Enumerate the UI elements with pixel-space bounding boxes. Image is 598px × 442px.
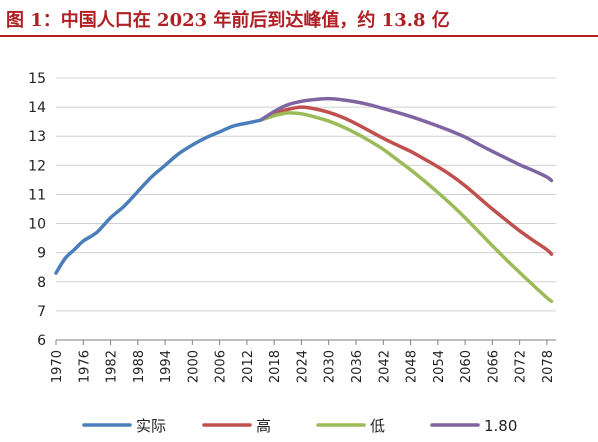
x-tick-label: 2048 <box>405 350 420 383</box>
x-tick-label: 2078 <box>541 350 556 383</box>
y-tick-label: 7 <box>37 304 46 320</box>
x-tick-label: 2066 <box>486 350 501 383</box>
legend-label: 实际 <box>136 417 166 435</box>
legend-label: 低 <box>370 417 385 435</box>
x-tick-label: 1982 <box>105 350 120 383</box>
figure-title: 图 1：中国人口在 2023 年前后到达峰值，约 13.8 亿 <box>6 10 450 31</box>
x-tick-label: 2012 <box>241 350 256 383</box>
series-line-1 <box>258 105 554 256</box>
x-tick-label: 2006 <box>214 350 229 383</box>
x-tick-label: 1988 <box>132 350 147 383</box>
x-tick-label: 2024 <box>295 350 310 383</box>
x-tick-label: 2054 <box>432 350 447 383</box>
legend: 实际 高 低 1.80 <box>82 417 517 435</box>
y-tick-label: 14 <box>28 100 46 116</box>
y-tick-label: 11 <box>28 187 46 203</box>
series-line-0 <box>54 118 263 275</box>
axes <box>55 339 556 345</box>
grid-lines <box>56 77 556 312</box>
y-tick-label: 15 <box>28 71 46 87</box>
y-tick-label: 6 <box>37 333 46 349</box>
x-tick-label: 2042 <box>377 350 392 383</box>
legend-label: 高 <box>256 417 271 435</box>
x-tick-label: 2072 <box>514 350 529 383</box>
y-tick-label: 9 <box>37 246 46 262</box>
title-divider <box>0 35 598 37</box>
x-tick-label: 2000 <box>186 350 201 383</box>
series-lines <box>54 96 554 304</box>
y-tick-label: 13 <box>28 129 46 145</box>
x-tick-label: 2060 <box>459 350 474 383</box>
figure-header: 图 1：中国人口在 2023 年前后到达峰值，约 13.8 亿 <box>0 0 598 38</box>
x-tick-label: 2030 <box>323 350 338 383</box>
y-tick-label: 8 <box>37 275 46 291</box>
y-tick-label: 12 <box>28 158 46 174</box>
series-line-2 <box>258 111 554 304</box>
y-axis-ticks: 6 7 8 9 10 11 12 13 14 15 <box>28 71 46 349</box>
legend-label: 1.80 <box>484 417 517 435</box>
x-tick-label: 2018 <box>268 350 283 383</box>
x-tick-label: 2036 <box>350 350 365 383</box>
x-tick-label: 1970 <box>50 350 65 383</box>
x-tick-label: 1976 <box>77 350 92 383</box>
y-tick-label: 10 <box>28 217 46 233</box>
x-axis-ticks: 1970 1976 1982 1988 1994 2000 2006 2012 2018 2024… <box>50 350 556 383</box>
series-line-3 <box>258 96 554 183</box>
x-tick-label: 1994 <box>159 350 174 383</box>
